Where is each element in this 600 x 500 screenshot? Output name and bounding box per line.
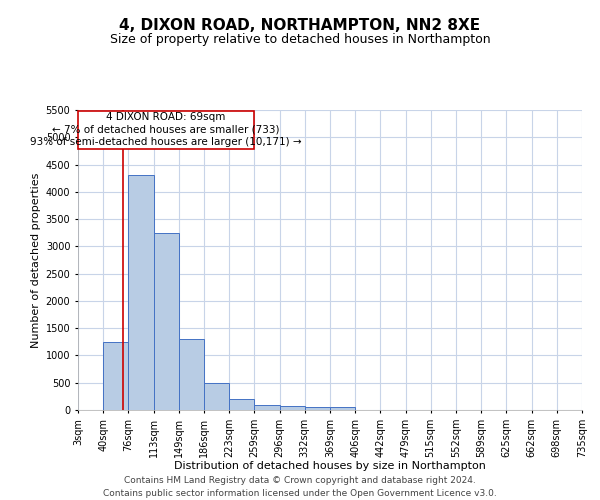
Bar	[229, 399, 254, 410]
Bar	[330, 406, 355, 410]
Bar	[280, 406, 305, 410]
Bar	[154, 232, 179, 410]
Text: ← 7% of detached houses are smaller (733): ← 7% of detached houses are smaller (733…	[52, 124, 280, 134]
Bar	[128, 176, 154, 410]
Text: Size of property relative to detached houses in Northampton: Size of property relative to detached ho…	[110, 32, 490, 46]
Text: Contains HM Land Registry data © Crown copyright and database right 2024.
Contai: Contains HM Land Registry data © Crown c…	[103, 476, 497, 498]
Bar	[179, 339, 204, 410]
Bar	[305, 406, 330, 410]
Bar	[254, 404, 280, 410]
Text: 93% of semi-detached houses are larger (10,171) →: 93% of semi-detached houses are larger (…	[31, 136, 302, 146]
Y-axis label: Number of detached properties: Number of detached properties	[31, 172, 41, 348]
Text: 4, DIXON ROAD, NORTHAMPTON, NN2 8XE: 4, DIXON ROAD, NORTHAMPTON, NN2 8XE	[119, 18, 481, 32]
X-axis label: Distribution of detached houses by size in Northampton: Distribution of detached houses by size …	[174, 462, 486, 471]
FancyBboxPatch shape	[79, 111, 254, 150]
Bar	[204, 382, 229, 410]
Text: 4 DIXON ROAD: 69sqm: 4 DIXON ROAD: 69sqm	[106, 112, 226, 122]
Bar	[103, 342, 128, 410]
